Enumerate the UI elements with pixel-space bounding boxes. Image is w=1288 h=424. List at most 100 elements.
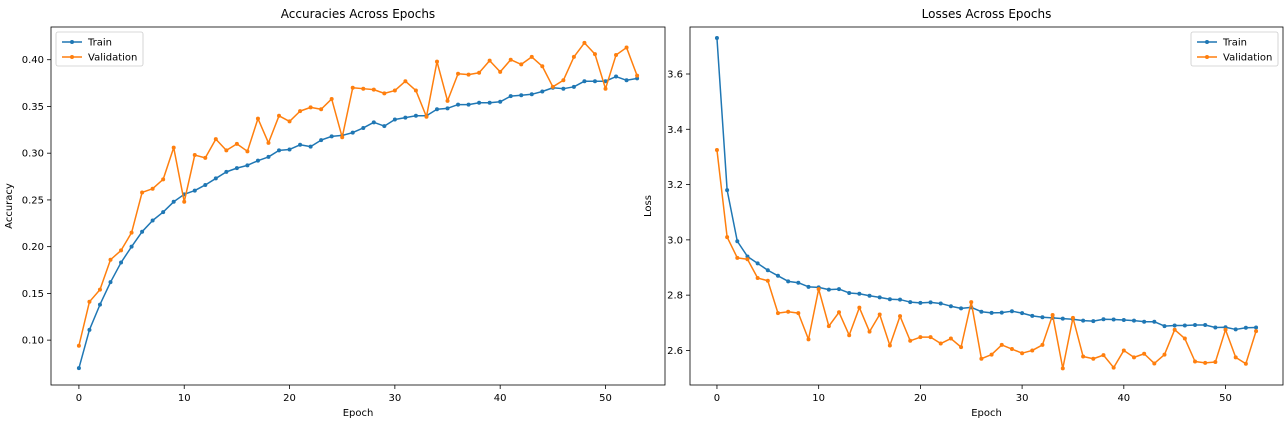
loss-x-axis-label: Epoch bbox=[971, 408, 1002, 419]
loss-validation-point bbox=[979, 356, 984, 361]
accuracy-validation-point bbox=[350, 85, 355, 90]
accuracy-legend-label-validation: Validation bbox=[88, 53, 137, 64]
accuracy-validation-point bbox=[213, 137, 218, 142]
accuracy-y-tick-label: 0.30 bbox=[22, 149, 44, 160]
loss-validation-point bbox=[786, 309, 791, 314]
accuracy-validation-point bbox=[519, 62, 524, 67]
accuracy-train-point bbox=[329, 134, 334, 139]
loss-validation-point bbox=[969, 300, 974, 305]
accuracy-train-point bbox=[466, 102, 471, 107]
loss-x-tick-label: 50 bbox=[1219, 393, 1232, 404]
accuracy-validation-point bbox=[550, 84, 555, 89]
loss-validation-point bbox=[1213, 360, 1218, 365]
loss-validation-point bbox=[1162, 352, 1167, 357]
accuracy-x-tick-label: 40 bbox=[494, 393, 507, 404]
accuracy-validation-point bbox=[434, 59, 439, 64]
accuracy-validation-line bbox=[78, 42, 638, 346]
accuracy-validation-point bbox=[561, 78, 566, 83]
loss-x-tick-label: 40 bbox=[1117, 393, 1130, 404]
accuracy-validation-point bbox=[424, 114, 429, 119]
accuracy-validation-point bbox=[614, 53, 619, 58]
loss-train-point bbox=[826, 287, 831, 292]
accuracy-validation-point bbox=[308, 105, 313, 110]
accuracy-train-point bbox=[603, 79, 608, 84]
accuracy-validation-point bbox=[466, 72, 471, 77]
accuracy-validation-point bbox=[635, 73, 640, 78]
accuracy-train-point bbox=[614, 74, 619, 79]
loss-legend: Train Validation bbox=[1190, 31, 1279, 67]
loss-validation-point bbox=[725, 235, 730, 240]
accuracy-validation-point bbox=[392, 88, 397, 93]
accuracy-x-tick-label: 30 bbox=[388, 393, 401, 404]
accuracy-chart-panel: Accuracies Across Epochs 0 10 20 30 40 50 0.10 0… bbox=[4, 7, 666, 419]
loss-train-point bbox=[918, 300, 923, 305]
loss-train-point bbox=[857, 291, 862, 296]
loss-y-tick-label: 3.2 bbox=[667, 180, 683, 191]
accuracy-train-point bbox=[245, 163, 250, 168]
accuracy-train-point bbox=[108, 280, 113, 285]
accuracy-validation-point bbox=[108, 257, 113, 262]
loss-x-tick-label: 10 bbox=[812, 393, 825, 404]
accuracy-validation-point bbox=[150, 186, 155, 191]
accuracy-train-point bbox=[445, 106, 450, 111]
loss-validation-point bbox=[837, 310, 842, 315]
loss-validation-point bbox=[1121, 348, 1126, 353]
loss-validation-point bbox=[938, 341, 943, 346]
accuracy-train-point bbox=[287, 147, 292, 152]
loss-validation-point bbox=[1193, 359, 1198, 364]
accuracy-y-tick-label: 0.20 bbox=[22, 242, 44, 253]
accuracy-validation-point bbox=[87, 299, 92, 304]
loss-validation-point bbox=[959, 345, 964, 350]
accuracy-validation-point bbox=[487, 58, 492, 63]
loss-validation-point bbox=[735, 255, 740, 260]
loss-train-point bbox=[959, 306, 964, 311]
accuracy-validation-point bbox=[76, 343, 81, 348]
loss-validation-point bbox=[1182, 336, 1187, 341]
loss-validation-point bbox=[1040, 342, 1045, 347]
loss-validation-point bbox=[928, 335, 933, 340]
accuracy-train-point bbox=[624, 78, 629, 83]
accuracy-y-tick-label: 0.25 bbox=[22, 195, 44, 206]
loss-legend-marker-validation bbox=[1205, 55, 1209, 59]
accuracy-train-point bbox=[561, 86, 566, 91]
loss-validation-point bbox=[1091, 356, 1096, 361]
accuracy-validation-point bbox=[508, 57, 513, 62]
accuracy-y-tick-label: 0.40 bbox=[22, 55, 44, 66]
loss-validation-point bbox=[1009, 347, 1014, 352]
accuracy-train-point bbox=[519, 93, 524, 98]
accuracy-train-point bbox=[129, 244, 134, 249]
accuracy-validation-point bbox=[171, 145, 176, 150]
accuracy-validation-point bbox=[445, 98, 450, 103]
loss-train-point bbox=[1254, 325, 1259, 330]
loss-validation-point bbox=[826, 324, 831, 329]
loss-train-point bbox=[1142, 319, 1147, 324]
accuracy-x-tick-label: 20 bbox=[283, 393, 296, 404]
loss-train-point bbox=[1009, 309, 1014, 314]
loss-train-point bbox=[714, 36, 719, 41]
accuracy-validation-point bbox=[382, 91, 387, 96]
accuracy-train-point bbox=[403, 115, 408, 120]
loss-x-tick-label: 20 bbox=[914, 393, 927, 404]
accuracy-train-point bbox=[413, 113, 418, 118]
loss-train-point bbox=[1233, 327, 1238, 332]
loss-train-point bbox=[1162, 324, 1167, 329]
loss-validation-point bbox=[796, 311, 801, 316]
accuracy-x-tick-label: 50 bbox=[599, 393, 612, 404]
accuracy-validation-point bbox=[255, 116, 260, 121]
accuracy-train-point bbox=[192, 188, 197, 193]
loss-validation-point bbox=[918, 335, 923, 340]
loss-x-tick-label: 30 bbox=[1016, 393, 1029, 404]
loss-validation-point bbox=[898, 314, 903, 319]
accuracy-train-point bbox=[392, 117, 397, 122]
loss-train-point bbox=[1091, 319, 1096, 324]
accuracy-train-point bbox=[150, 218, 155, 223]
loss-train-point bbox=[837, 287, 842, 292]
loss-validation-point bbox=[806, 337, 811, 342]
accuracy-x-tick-label: 0 bbox=[76, 393, 82, 404]
accuracy-validation-point bbox=[129, 230, 134, 235]
accuracy-train-point bbox=[308, 144, 313, 149]
loss-legend-label-validation: Validation bbox=[1223, 53, 1272, 64]
loss-validation-point bbox=[1254, 329, 1259, 334]
accuracy-validation-point bbox=[340, 135, 345, 140]
loss-y-tick-label: 2.8 bbox=[667, 291, 683, 302]
